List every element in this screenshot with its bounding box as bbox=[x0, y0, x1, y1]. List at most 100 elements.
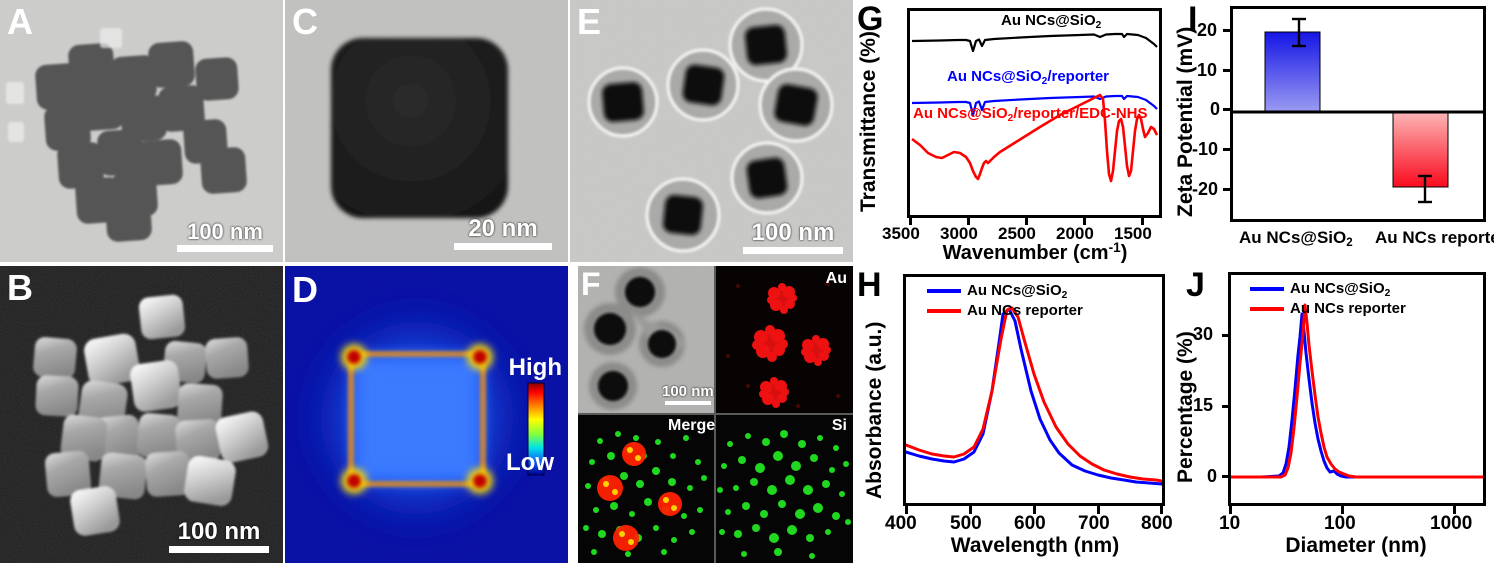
panel-f-eds-mapping: F Au Merge Si 100 nm bbox=[578, 266, 853, 563]
trace-au-ncs-sio2-reporter bbox=[911, 94, 1158, 117]
panel-a-tem: A 100 nm bbox=[0, 0, 283, 262]
panel-h-legend: Au NCs@SiO2 Au NCs reporter bbox=[927, 282, 1083, 319]
panel-j-xlabel-100: 100 bbox=[1324, 513, 1356, 534]
panel-g-xtick-1500: 1500 bbox=[1114, 224, 1152, 243]
panel-i-category-0: Au NCs@SiO2 bbox=[1239, 228, 1353, 250]
panel-h-plot-frame bbox=[903, 274, 1165, 506]
panel-label-j: J bbox=[1186, 266, 1205, 304]
colorbar-high-label: High bbox=[508, 354, 562, 381]
panel-g-xlabel: Wavenumber (cm-1) bbox=[942, 240, 1128, 264]
panel-j-legend-item-1: Au NCs reporter bbox=[1250, 300, 1406, 317]
panel-i-ytick-10 bbox=[1223, 69, 1231, 72]
panel-j-xlabel-10: 10 bbox=[1219, 513, 1241, 534]
panel-g-tick-2 bbox=[1025, 218, 1028, 225]
panel-j-plot-frame bbox=[1228, 272, 1486, 506]
panel-label-a: A bbox=[7, 1, 33, 42]
panel-i-ylabel-m20: -20 bbox=[1192, 179, 1219, 199]
panel-j-dls: J Percentage (%) Au NCs@SiO2 Au NCs repo… bbox=[1172, 266, 1494, 563]
panel-label-b: B bbox=[7, 267, 33, 308]
panel-g-tick-3 bbox=[1083, 218, 1086, 225]
panel-h-xtick-400 bbox=[905, 506, 908, 514]
panel-i-plot-frame bbox=[1230, 6, 1486, 222]
panel-j-ytick-0 bbox=[1222, 475, 1230, 478]
legend-swatch-red bbox=[927, 308, 961, 313]
panel-i-category-1: Au NCs reporter bbox=[1375, 228, 1494, 247]
legend-label-1: Au NCs reporter bbox=[1290, 300, 1406, 317]
panel-h-xlabel: Wavelength (nm) bbox=[950, 534, 1120, 557]
panel-h-xlabel-400: 400 bbox=[885, 513, 917, 534]
panel-j-legend-item-0: Au NCs@SiO2 bbox=[1250, 280, 1406, 300]
panel-i-ylabel-20: 20 bbox=[1197, 20, 1218, 40]
scalebar-e: 100 nm bbox=[743, 221, 843, 254]
legend-label-1: Au NCs reporter bbox=[967, 302, 1083, 319]
panel-h-xtick-800 bbox=[1160, 506, 1163, 514]
panel-h-legend-item-0: Au NCs@SiO2 bbox=[927, 282, 1083, 301]
trace-au-ncs-sio2 bbox=[911, 32, 1158, 53]
panel-g-xtick-2000: 2000 bbox=[1056, 224, 1094, 243]
panel-j-ylabel-30: 30 bbox=[1193, 324, 1214, 344]
panel-d-fdtd: D High Low bbox=[285, 266, 568, 563]
panel-g-xtick-2500: 2500 bbox=[998, 224, 1036, 243]
scalebar-f-text: 100 nm bbox=[662, 383, 714, 400]
trace-j-au-ncs-sio2 bbox=[1231, 312, 1483, 479]
panel-i-ytick-20 bbox=[1223, 29, 1231, 32]
trace-edc-nhs bbox=[911, 93, 1159, 183]
scalebar-b: 100 nm bbox=[169, 520, 269, 553]
scalebar-a: 100 nm bbox=[177, 221, 273, 252]
panel-j-xtick-10 bbox=[1229, 506, 1232, 514]
errorbar-red bbox=[1418, 174, 1432, 204]
scalebar-b-text: 100 nm bbox=[177, 518, 261, 545]
panel-f-image bbox=[578, 266, 853, 563]
panel-label-d: D bbox=[292, 269, 318, 310]
panel-h-xlabel-800: 800 bbox=[1141, 513, 1173, 534]
legend-label-0: Au NCs@SiO2 bbox=[1290, 280, 1391, 300]
scalebar-c: 20 nm bbox=[454, 217, 552, 250]
quadrant-tag-au: Au bbox=[825, 270, 847, 287]
panel-g-ylabel: Transmittance (%) bbox=[857, 31, 880, 213]
panel-c-image bbox=[285, 0, 568, 262]
trace-h-au-ncs-reporter bbox=[906, 306, 1162, 483]
panel-h-uvvis: H Absorbance (a.u.) Au NCs@SiO2 Au NCs r… bbox=[855, 266, 1173, 563]
panel-a-image bbox=[0, 0, 283, 262]
panel-j-ylabel-15: 15 bbox=[1193, 395, 1214, 415]
panel-i-ytick-0 bbox=[1223, 108, 1231, 111]
trace-h-au-ncs-sio2 bbox=[906, 307, 1162, 486]
legend-swatch-red bbox=[1250, 306, 1284, 311]
panel-g-tick-4 bbox=[1141, 218, 1144, 225]
panel-j-ylabel-0: 0 bbox=[1207, 466, 1218, 486]
panel-h-xtick-500 bbox=[969, 506, 972, 514]
panel-g-tick-0 bbox=[909, 218, 912, 225]
scalebar-e-text: 100 nm bbox=[751, 219, 835, 246]
panel-j-xlabel-1000: 1000 bbox=[1430, 513, 1473, 534]
panel-j-traces bbox=[1231, 303, 1483, 479]
panel-h-xtick-600 bbox=[1033, 506, 1036, 514]
panel-i-ytick-m10 bbox=[1223, 148, 1231, 151]
panel-g-traces bbox=[911, 32, 1159, 183]
panel-h-xlabel-500: 500 bbox=[950, 513, 982, 534]
panel-g-xtick-3000: 3000 bbox=[940, 224, 978, 243]
panel-h-traces bbox=[906, 306, 1162, 486]
panel-g-tick-1 bbox=[967, 218, 970, 225]
panel-c-hrtem: C 20 nm bbox=[285, 0, 568, 262]
panel-h-xlabel-600: 600 bbox=[1014, 513, 1046, 534]
scalebar-c-text: 20 nm bbox=[468, 215, 538, 242]
panel-i-ytick-m20 bbox=[1223, 188, 1231, 191]
panel-d-image bbox=[285, 266, 568, 563]
panel-j-ytick-30 bbox=[1222, 334, 1230, 337]
panel-i-ylabel-0: 0 bbox=[1210, 99, 1221, 119]
scalebar-a-text: 100 nm bbox=[187, 219, 263, 244]
panel-b-sem: B 100 nm bbox=[0, 266, 283, 563]
legend-swatch-blue bbox=[927, 288, 961, 293]
panel-g-ftir: G Transmittance (%) Au NCs@SiO2 Au NCs@S… bbox=[855, 0, 1170, 264]
panel-j-xtick-1000 bbox=[1453, 506, 1456, 514]
panel-i-ylabel-m10: -10 bbox=[1192, 139, 1219, 159]
panel-h-xtick-700 bbox=[1097, 506, 1100, 514]
errorbar-blue bbox=[1292, 17, 1306, 48]
panel-h-xlabel-700: 700 bbox=[1078, 513, 1110, 534]
panel-b-image bbox=[0, 266, 283, 563]
panel-j-ytick-15 bbox=[1222, 405, 1230, 408]
panel-g-legend-black: Au NCs@SiO2 bbox=[1001, 12, 1102, 32]
panel-j-xlabel: Diameter (nm) bbox=[1285, 534, 1427, 557]
panel-j-legend: Au NCs@SiO2 Au NCs reporter bbox=[1250, 280, 1406, 317]
panel-h-legend-item-1: Au NCs reporter bbox=[927, 302, 1083, 319]
